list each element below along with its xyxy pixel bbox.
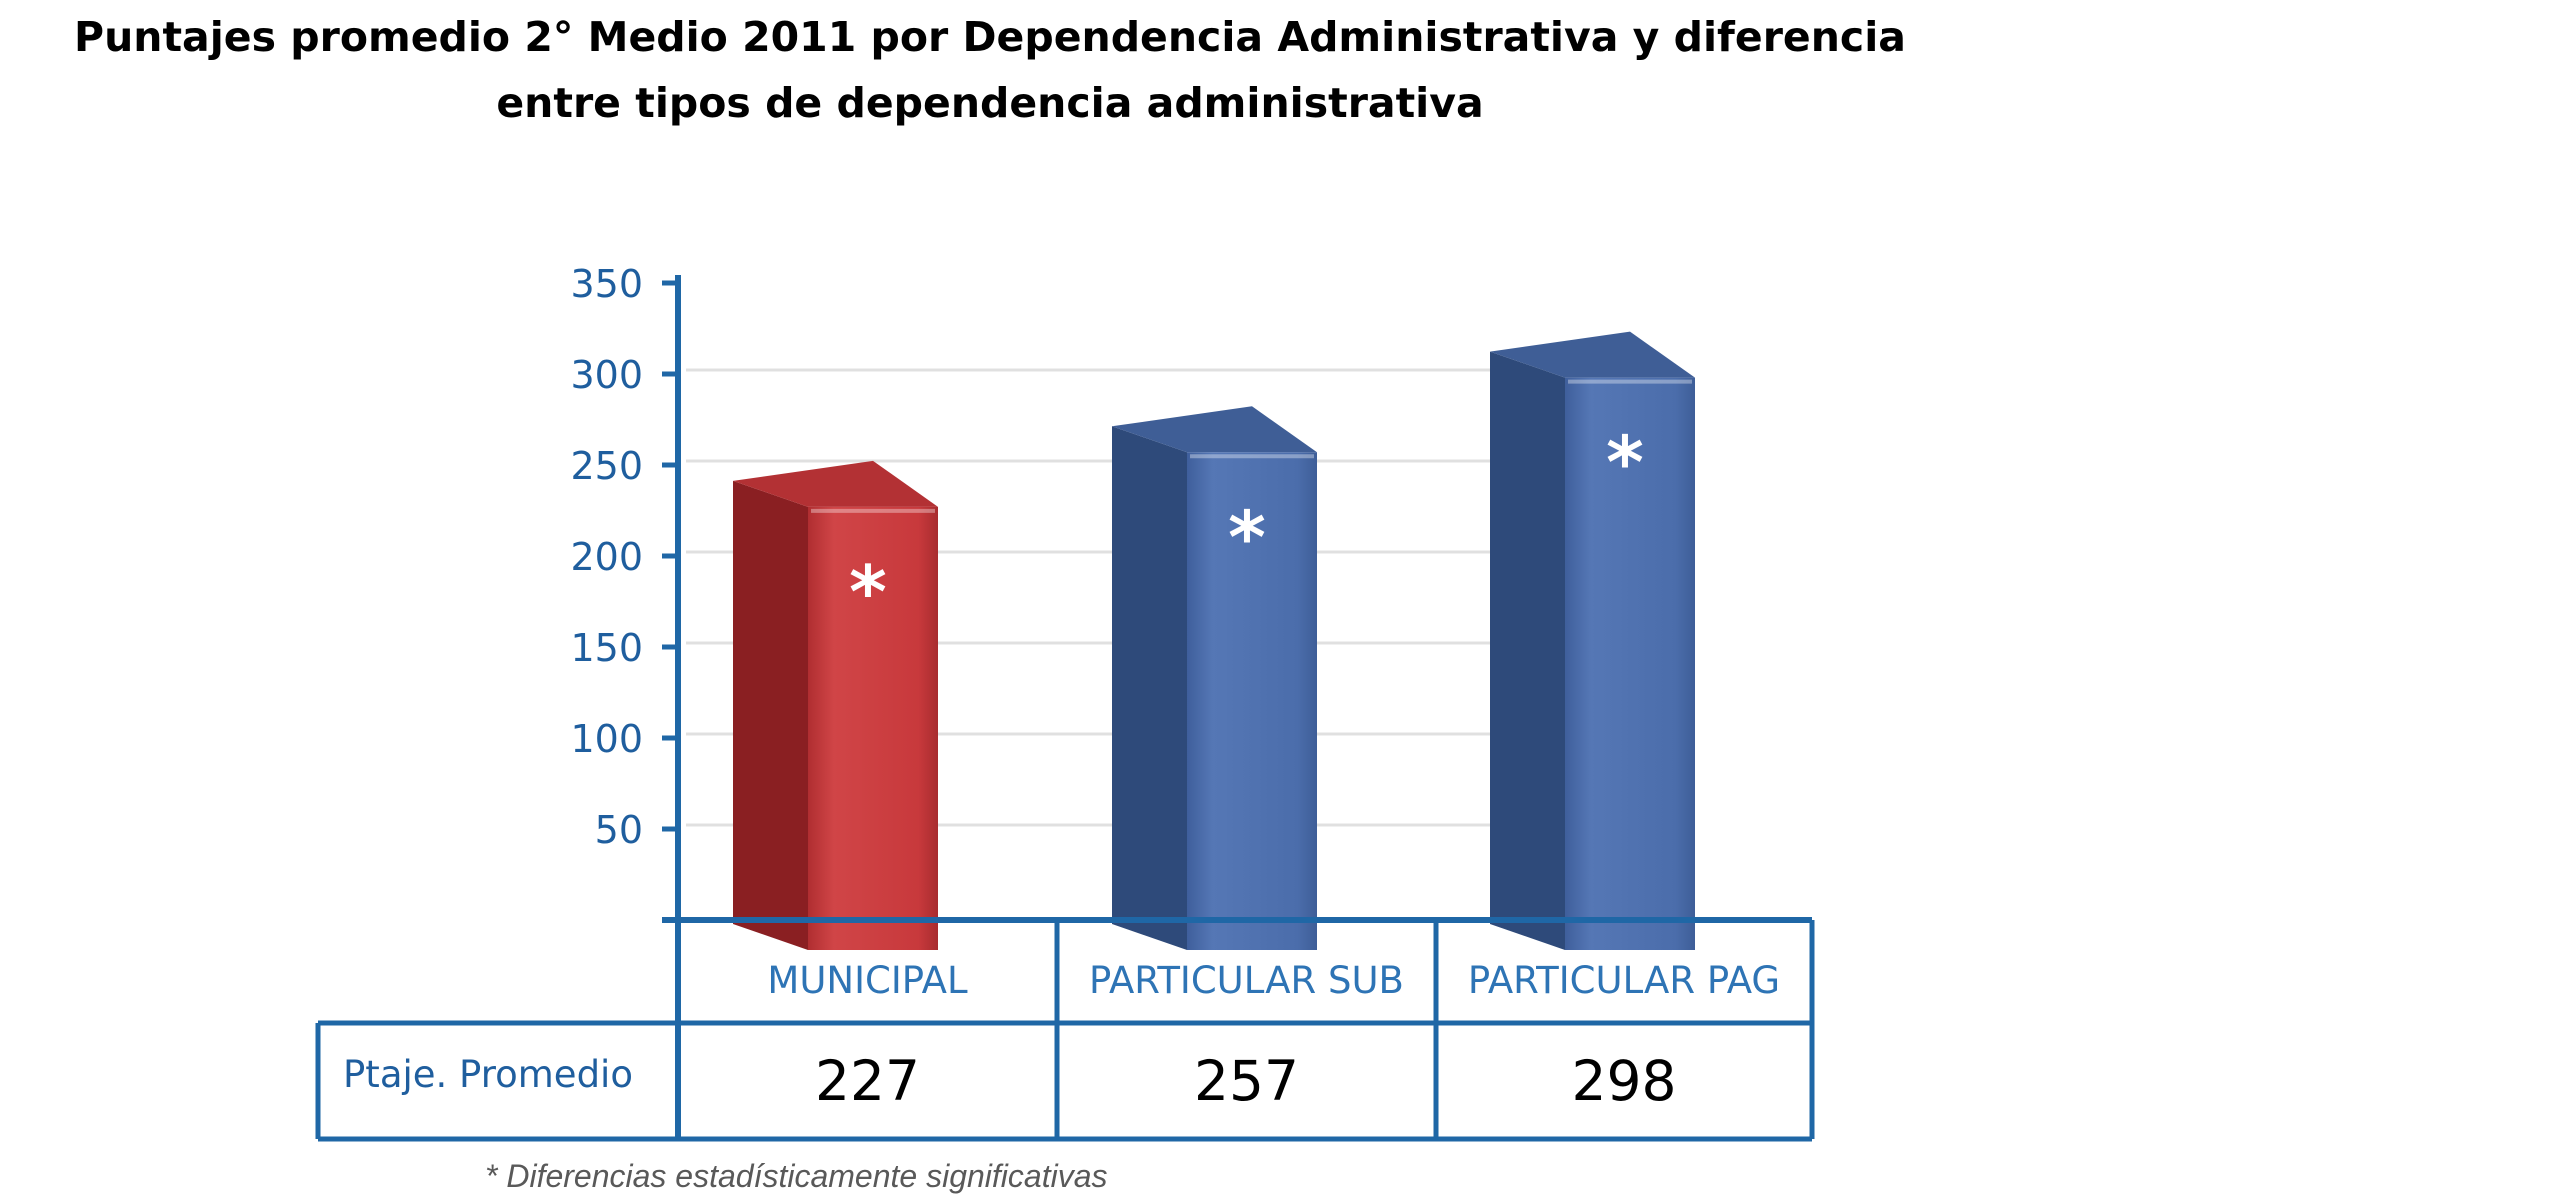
axes — [662, 275, 1812, 1139]
y-tick-label: 250 — [570, 444, 643, 488]
bar-front — [1565, 377, 1695, 950]
table-value: 227 — [815, 1049, 920, 1113]
footnote: * Diferencias estadísticamente significa… — [485, 1158, 1108, 1194]
y-tick-label: 200 — [570, 535, 643, 579]
significance-marker: * — [1606, 421, 1644, 505]
chart-title-line-1: Puntajes promedio 2° Medio 2011 por Depe… — [74, 13, 1906, 61]
significance-marker: * — [849, 550, 887, 634]
x-category-label: PARTICULAR SUB — [1089, 959, 1404, 1002]
table-value: 257 — [1194, 1049, 1299, 1113]
bar-side — [1490, 351, 1565, 950]
bar-top — [1112, 406, 1317, 453]
data-table: MUNICIPAL PARTICULAR SUB PARTICULAR PAG Pta… — [315, 920, 1815, 1142]
y-tick-label: 100 — [570, 717, 643, 761]
bars: * * * — [733, 331, 1695, 950]
bar-front — [808, 506, 938, 950]
x-category-label: PARTICULAR PAG — [1468, 959, 1780, 1002]
bar: * — [733, 460, 938, 950]
y-tick-labels: 50 100 150 200 250 300 350 — [570, 262, 643, 852]
bar-top — [1490, 331, 1695, 378]
bar-side — [1112, 426, 1187, 950]
table-value: 298 — [1572, 1049, 1677, 1113]
bar: * — [1490, 331, 1695, 950]
significance-marker: * — [1228, 495, 1266, 579]
table-row-label: Ptaje. Promedio — [343, 1053, 633, 1096]
bar-front — [1187, 452, 1317, 950]
chart-title: Puntajes promedio 2° Medio 2011 por Depe… — [0, 4, 1980, 136]
bar-side — [733, 480, 808, 950]
bar-top — [733, 460, 938, 507]
y-tick-label: 50 — [595, 808, 643, 852]
y-tick-label: 300 — [570, 353, 643, 397]
x-category-label: MUNICIPAL — [767, 959, 968, 1002]
y-tick-label: 350 — [570, 262, 643, 306]
bar: * — [1112, 406, 1317, 950]
y-tick-label: 150 — [570, 626, 643, 670]
chart-title-line-2: entre tipos de dependencia administrativ… — [496, 79, 1484, 127]
